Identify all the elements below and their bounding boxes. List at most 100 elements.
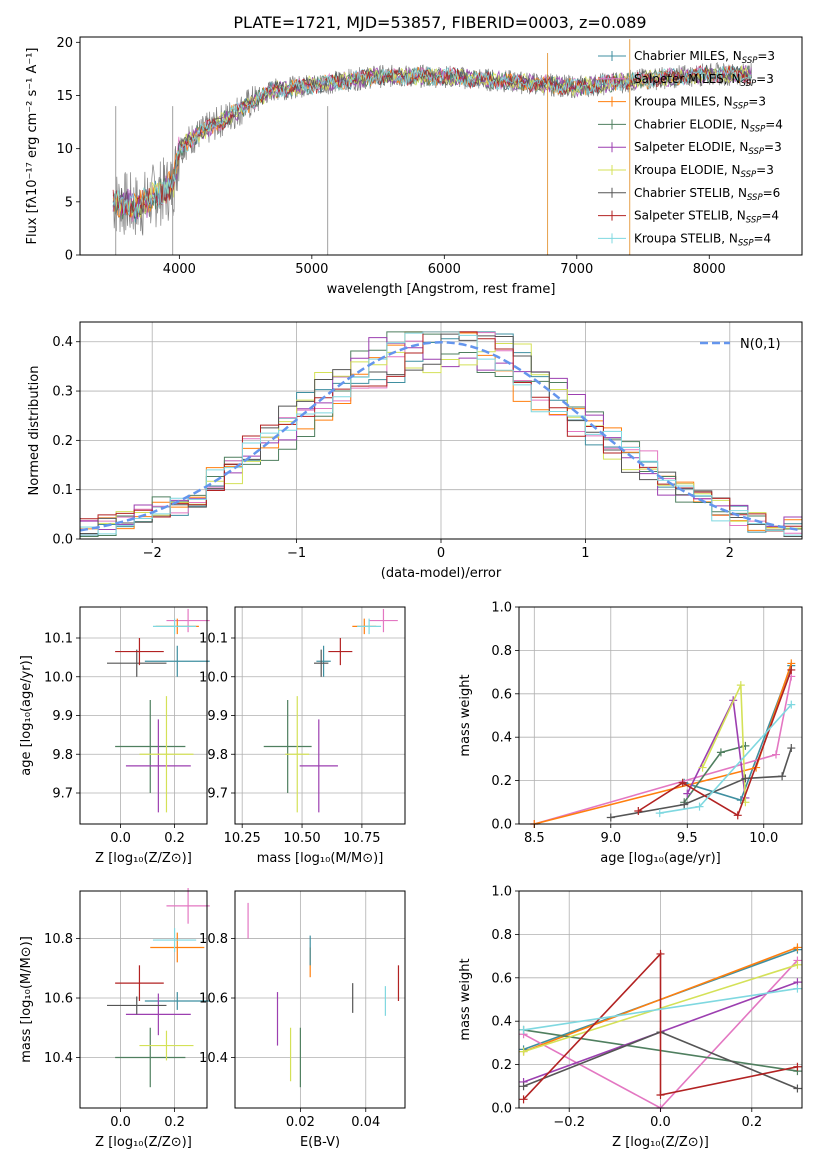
- y-tick-label: 10.6: [199, 992, 228, 1007]
- y-axis-label: mass weight: [458, 674, 473, 756]
- x-axis-label: Z [log₁₀(Z/Z⊙)]: [95, 1135, 192, 1150]
- axes-frame: [79, 321, 803, 540]
- axes-frame: [234, 890, 406, 1109]
- series-marker: [793, 984, 802, 993]
- spectrum-plot: 4000 5000 6000 7000 8000 0 5 10 15 20 wavelength […: [25, 36, 803, 297]
- y-tick-label: 0.0: [52, 533, 73, 548]
- y-tick-label: 10.4: [199, 1051, 228, 1066]
- y-tick-label: 1.0: [491, 885, 512, 900]
- legend-label: Kroupa ELODIE, NSSP=3: [634, 163, 774, 180]
- y-axis-label: mass [log₁₀(M/M⊙)]: [19, 936, 34, 1063]
- series-marker: [793, 1084, 802, 1093]
- series-marker: [771, 750, 780, 759]
- legend: Chabrier MILES, NSSP=3 Salpeter MILES, NS…: [598, 49, 783, 248]
- x-tick-label: 10.25: [224, 831, 261, 846]
- x-tick-label: 4000: [163, 262, 196, 277]
- plot-area: [79, 331, 803, 539]
- y-tick-label: 10.4: [44, 1051, 73, 1066]
- series-marker: [787, 700, 796, 709]
- legend-label: Chabrier ELODIE, NSSP=4: [634, 117, 783, 134]
- series-line: [534, 663, 793, 825]
- series-marker: [656, 949, 665, 958]
- y-axis-label: mass weight: [458, 958, 473, 1040]
- y-tick-label: 10.6: [44, 992, 73, 1007]
- legend-label: Salpeter STELIB, NSSP=4: [634, 209, 779, 226]
- x-tick-label: 10.50: [283, 831, 320, 846]
- y-tick-label: 10: [56, 142, 73, 157]
- series-marker: [787, 665, 796, 674]
- series-marker: [678, 778, 687, 787]
- residual-histogram-plot: −2 −1 0 1 2 0.0 0.1 0.2 0.3 0.4 (data-model)/error…: [27, 321, 803, 581]
- plot-area: [263, 608, 398, 813]
- y-tick-label: 0.8: [491, 644, 512, 659]
- y-tick-label: 20: [56, 36, 73, 51]
- y-tick-label: 0.4: [491, 1015, 512, 1030]
- series-marker: [519, 1095, 528, 1104]
- y-tick-label: 5: [65, 195, 73, 210]
- y-axis-label: Normed distribution: [27, 366, 42, 496]
- y-tick-label: 10.8: [44, 932, 73, 947]
- plot-area: [107, 608, 210, 813]
- series-marker: [695, 802, 704, 811]
- series-marker: [519, 1082, 528, 1091]
- legend-label: N(0,1): [740, 337, 781, 352]
- y-tick-label: 0.0: [491, 818, 512, 833]
- series-marker: [736, 681, 745, 690]
- y-tick-label: 10.1: [199, 632, 228, 647]
- legend-label: Chabrier MILES, NSSP=3: [634, 49, 775, 66]
- axes-frame: [234, 606, 406, 825]
- x-tick-label: 0.0: [650, 1115, 671, 1130]
- y-axis-label: Flux [fλ10⁻¹⁷ erg cm⁻² s⁻¹ A⁻¹]: [25, 48, 40, 245]
- mass-weight-vs-Z-plot: −0.2 0.0 0.2 0.0 0.2 0.4 0.6 0.8 1.0 Z [log₁₀(Z/Z…: [458, 885, 803, 1150]
- model-spectrum: [112, 64, 752, 219]
- y-tick-label: 0.2: [52, 434, 73, 449]
- residual-histogram: [79, 333, 803, 539]
- x-axis-label: E(B-V): [300, 1135, 340, 1150]
- age-vs-Z-plot: 0.0 0.2 9.7 9.8 9.9 10.0 10.1 Z [log₁₀(Z/Z⊙)] ag…: [19, 606, 210, 866]
- series-marker: [519, 1047, 528, 1056]
- age-vs-mass-plot: 10.25 10.50 10.75 9.7 9.8 9.9 10.0 10.1 mass [lo…: [199, 606, 406, 866]
- y-tick-label: 0.6: [491, 687, 512, 702]
- mass-weight-vs-age-plot: 8.5 9.0 9.5 10.0 0.0 0.2 0.4 0.6 0.8 1.0 age [log₁…: [458, 601, 803, 866]
- axes-frame: [518, 890, 803, 1109]
- y-tick-label: 10.0: [199, 670, 228, 685]
- y-tick-label: 15: [56, 89, 73, 104]
- x-axis-label: Z [log₁₀(Z/Z⊙)]: [612, 1135, 709, 1150]
- series-marker: [778, 772, 787, 781]
- y-axis-label: age [log₁₀(age/yr)]: [19, 655, 34, 776]
- mass-vs-ebv-plot: 0.02 0.04 10.4 10.6 10.8 E(B-V): [199, 890, 406, 1150]
- x-tick-label: 10.0: [749, 831, 778, 846]
- x-tick-label: 0.02: [286, 1115, 315, 1130]
- axes-frame: [79, 890, 208, 1109]
- series-line: [637, 669, 793, 817]
- y-tick-label: 0: [65, 249, 73, 264]
- x-tick-label: −2: [143, 546, 162, 561]
- plot-area: [112, 39, 753, 255]
- legend-label: Kroupa STELIB, NSSP=4: [634, 231, 771, 248]
- series-line: [523, 951, 798, 1100]
- x-tick-label: 5000: [295, 262, 328, 277]
- x-tick-label: −1: [287, 546, 306, 561]
- y-tick-label: 0.6: [491, 971, 512, 986]
- y-tick-label: 10.1: [44, 632, 73, 647]
- x-tick-label: 0.2: [741, 1115, 762, 1130]
- model-spectrum: [112, 64, 752, 219]
- series-marker: [634, 806, 643, 815]
- series-line: [523, 987, 798, 1031]
- plot-area: [519, 943, 802, 1112]
- y-tick-label: 0.4: [52, 335, 73, 350]
- x-axis-label: (data-model)/error: [381, 566, 502, 581]
- y-tick-label: 9.7: [207, 787, 228, 802]
- x-tick-label: 8000: [693, 262, 726, 277]
- legend-label: Chabrier STELIB, NSSP=6: [634, 186, 780, 203]
- series-marker: [733, 811, 742, 820]
- y-tick-label: 0.1: [52, 483, 73, 498]
- y-tick-label: 0.4: [491, 731, 512, 746]
- y-tick-label: 1.0: [491, 601, 512, 616]
- series-marker: [787, 744, 796, 753]
- x-tick-label: 0: [437, 546, 445, 561]
- series-line: [683, 745, 746, 803]
- x-tick-label: 0.2: [164, 1115, 185, 1130]
